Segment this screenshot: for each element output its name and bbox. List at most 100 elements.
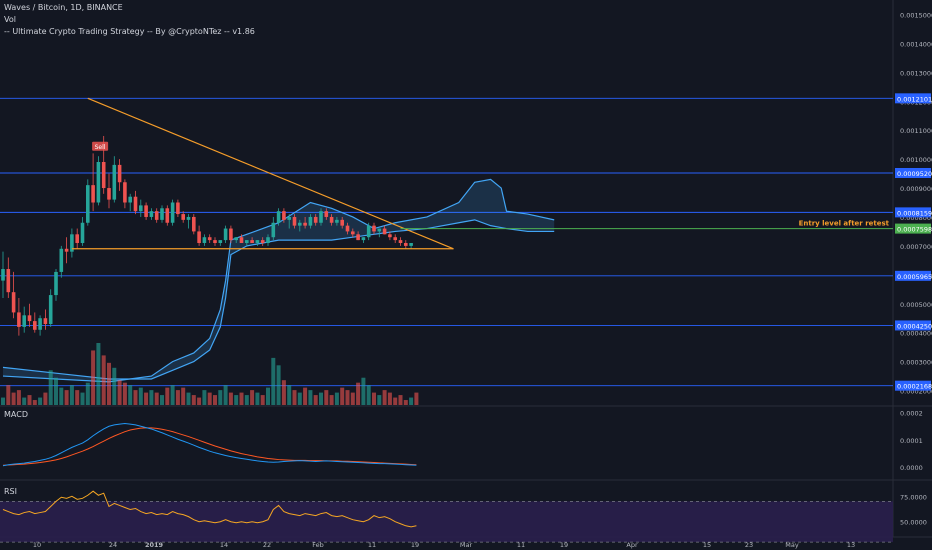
level-price-tag [895, 320, 931, 331]
volume-bar [133, 390, 138, 405]
volume-bar [144, 392, 149, 405]
volume-bar [340, 387, 345, 405]
candle-body [48, 295, 53, 324]
candle-body [382, 228, 387, 235]
candle-body [229, 228, 233, 241]
volume-bar [218, 390, 223, 405]
candle-body [282, 211, 286, 220]
candle-body [64, 248, 69, 252]
candle-body [181, 214, 185, 220]
volume-indicator-label: Vol [4, 15, 16, 24]
level-price-tag [895, 207, 931, 218]
candle-body [133, 196, 138, 212]
volume-bar [16, 390, 21, 405]
time-tick-label: 14 [220, 541, 228, 549]
volume-bar [387, 392, 392, 405]
candle-body [186, 216, 191, 220]
candle-body [319, 211, 323, 223]
time-tick-label: 19 [560, 541, 568, 549]
volume-bar [149, 390, 154, 405]
chart-title: Waves / Bitcoin, 1D, BINANCE [4, 3, 123, 12]
volume-bar [372, 392, 376, 405]
volume-bar [54, 377, 58, 405]
macd-line [2, 423, 417, 467]
rsi-tick-label: 50.0000 [900, 519, 927, 527]
rsi-line [2, 490, 417, 528]
entry-price-tag [895, 223, 931, 234]
candle-body [356, 234, 360, 241]
volume-bar [32, 400, 37, 405]
candle-body [361, 237, 366, 241]
candle-body [101, 162, 106, 189]
candle-body [112, 164, 117, 200]
macd-tick-label: 0.0002 [900, 410, 923, 418]
candle-body [139, 205, 143, 212]
level-price-tag [895, 93, 931, 104]
volume-bar [22, 397, 27, 405]
sell-signal-label: Sell [95, 144, 106, 151]
macd-tick-label: 0.0001 [900, 437, 923, 445]
volume-bar [154, 392, 159, 405]
time-tick-label: 2019 [145, 541, 164, 549]
candle-body [107, 188, 111, 200]
candle-body [75, 234, 79, 243]
time-tick-label: 10 [33, 541, 41, 549]
volume-bar [409, 397, 414, 405]
volume-bar [281, 380, 286, 405]
candle-body [33, 321, 37, 330]
price-tick-label: 0.0015000 [900, 11, 932, 19]
candle-body [239, 237, 244, 243]
candle-body [38, 318, 42, 330]
volume-bar [271, 357, 276, 405]
candle-body [372, 225, 376, 232]
candle-body [255, 240, 260, 243]
candle-body [298, 222, 302, 226]
candle-body [250, 240, 254, 243]
level-price-label: 0.0009520 [897, 170, 932, 178]
price-tick-label: 0.0003000 [900, 359, 932, 367]
price-tick-label: 0.0010000 [900, 156, 932, 164]
candle-body [80, 222, 85, 243]
candle-body [335, 219, 339, 223]
price-tick-label: 0.0004000 [900, 330, 932, 338]
candle-body [86, 185, 90, 223]
volume-bar [398, 395, 403, 405]
volume-bar [313, 395, 318, 405]
volume-bar [213, 395, 217, 405]
price-tick-label: 0.0011000 [900, 127, 932, 135]
candle-body [170, 202, 175, 223]
volume-bar [297, 392, 302, 405]
candle-body [59, 248, 64, 272]
volume-bar [160, 395, 164, 405]
candle-body [128, 196, 132, 203]
price-tick-label: 0.0002000 [900, 388, 932, 396]
price-tick-label: 0.0014000 [900, 40, 932, 48]
volume-bar [59, 387, 64, 405]
candle-body [176, 202, 180, 215]
candle-body [192, 216, 196, 232]
volume-bar [175, 390, 180, 405]
volume-bar [403, 400, 408, 405]
volume-bar [85, 382, 90, 405]
candle-body [404, 243, 408, 246]
rsi-tick-label: 75.0000 [900, 493, 927, 501]
volume-bar [165, 387, 170, 405]
volume-bar [202, 390, 207, 405]
entry-level-annotation: Entry level after retest [799, 220, 890, 228]
volume-bar [207, 392, 212, 405]
rsi-band [0, 501, 893, 543]
level-price-label: 0.0008159 [897, 209, 932, 217]
candle-body [218, 240, 223, 243]
time-tick-label: 15 [703, 541, 711, 549]
time-tick-label: 11 [368, 541, 376, 549]
volume-bar [128, 385, 133, 405]
candle-body [70, 234, 74, 252]
volume-bar [170, 385, 175, 405]
candle-body [260, 240, 265, 243]
candle-body [27, 315, 32, 322]
volume-bar [117, 380, 122, 405]
volume-bar [382, 390, 387, 405]
volume-bar [80, 392, 85, 405]
candle-body [366, 225, 371, 238]
